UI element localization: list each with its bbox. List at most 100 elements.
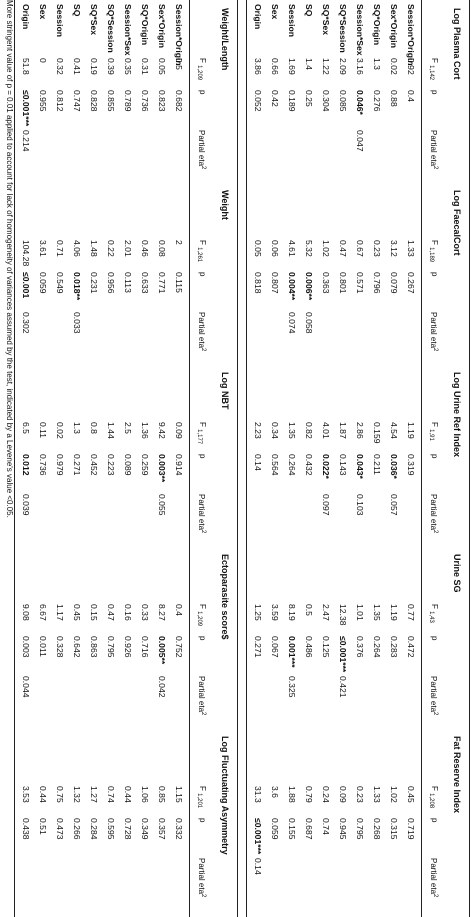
cell-partial-eta: 0.074 xyxy=(287,312,297,334)
col-header-p: p xyxy=(430,454,439,459)
col-header-partial-eta: Partial eta2 xyxy=(429,312,438,352)
df-subscript: 1,209 xyxy=(196,65,202,81)
cell-p: 0.376 xyxy=(355,636,365,658)
cell-p: 0.349 xyxy=(140,818,150,840)
cell-f: 0.71 xyxy=(55,240,65,257)
cell-f: 2.01 xyxy=(123,240,133,257)
cell-f: 0.92 xyxy=(406,58,416,75)
cell-p: ≤0.001*** xyxy=(338,636,348,673)
col-header-f: F 1,201 xyxy=(196,786,207,809)
cell-p: 0.863 xyxy=(89,636,99,658)
eta-superscript: 2 xyxy=(200,894,206,898)
row-label: Session*Sex xyxy=(355,4,365,56)
row-label: SQ xyxy=(72,4,82,17)
cell-f: 1.32 xyxy=(72,786,82,803)
cell-p: 0.043* xyxy=(355,454,365,479)
row-label: Origin xyxy=(21,4,31,30)
cell-p: 0.266 xyxy=(72,818,82,840)
cell-p: 0.012 xyxy=(21,454,31,476)
cell-f: 1.88 xyxy=(287,786,297,803)
col-header-partial-eta: Partial eta2 xyxy=(429,676,438,716)
table-rule xyxy=(421,0,422,917)
eta-superscript: 2 xyxy=(432,348,438,352)
cell-partial-eta: 0.055 xyxy=(157,494,167,516)
cell-f: 0.8 xyxy=(89,422,99,434)
cell-f: 0.47 xyxy=(338,240,348,257)
cell-f: 1.4 xyxy=(304,58,314,70)
table-footnote: More stringent value of p = 0.01 applied… xyxy=(5,0,14,518)
cell-p: 0.264 xyxy=(287,454,297,476)
col-header-p: p xyxy=(430,818,439,823)
cell-f: 1.33 xyxy=(372,786,382,803)
cell-f: 4.61 xyxy=(287,240,297,257)
cell-f: 9.42 xyxy=(157,422,167,439)
cell-f: 4.54 xyxy=(389,422,399,439)
cell-p: 0.486 xyxy=(304,636,314,658)
col-header-f: F 1,261 xyxy=(196,240,207,263)
df-subscript: 1,201 xyxy=(196,793,202,809)
cell-f: 0.34 xyxy=(270,422,280,439)
col-header-partial-eta: Partial eta2 xyxy=(429,858,438,898)
cell-p: 0.807 xyxy=(270,272,280,294)
cell-f: 0.39 xyxy=(106,58,116,75)
col-header-partial-eta: Partial eta2 xyxy=(197,130,206,170)
cell-p: 0.51 xyxy=(38,818,48,835)
col-header-partial-eta: Partial eta2 xyxy=(197,312,206,352)
df-subscript: 1,189 xyxy=(428,247,434,263)
cell-p: 0.113 xyxy=(123,272,133,293)
cell-p: 0.736 xyxy=(140,90,150,112)
col-header-p: p xyxy=(198,636,207,641)
cell-p: 0.747 xyxy=(72,90,82,112)
group-title: Fat Reserve Index xyxy=(452,736,462,814)
cell-f: 0.85 xyxy=(157,786,167,803)
cell-f: 0.74 xyxy=(106,786,116,803)
row-label: SQ*Sex xyxy=(321,4,331,36)
table-rule xyxy=(237,0,238,917)
cell-p: 0.818 xyxy=(253,272,263,294)
row-label: SQ*Sex xyxy=(89,4,99,36)
cell-p: 0.067 xyxy=(270,636,280,658)
cell-p: 0.006** xyxy=(304,272,314,301)
cell-f: 0.45 xyxy=(72,604,82,621)
table-rule xyxy=(14,0,15,917)
cell-p: 0.432 xyxy=(304,454,314,476)
eta-superscript: 2 xyxy=(200,530,206,534)
cell-p: 0.267 xyxy=(406,272,416,294)
cell-p: 0.687 xyxy=(304,818,314,840)
eta-superscript: 2 xyxy=(200,166,206,170)
cell-p: 0.564 xyxy=(270,454,280,476)
cell-p: 0.789 xyxy=(123,90,133,112)
cell-p: 0.268 xyxy=(372,818,382,840)
cell-p: 0.276 xyxy=(372,90,382,112)
cell-partial-eta: 0.097 xyxy=(321,494,331,516)
cell-f: 1.48 xyxy=(89,240,99,257)
cell-f: 0 xyxy=(38,58,48,63)
cell-p: 0.018** xyxy=(72,272,82,301)
cell-p: 0.283 xyxy=(389,636,399,658)
cell-p: 0.549 xyxy=(55,272,65,294)
cell-f: 3.6 xyxy=(270,786,280,798)
cell-p: 0.74 xyxy=(321,818,331,835)
cell-f: 0.09 xyxy=(338,786,348,803)
cell-f: 1.27 xyxy=(89,786,99,803)
cell-f: 1.02 xyxy=(321,240,331,257)
cell-partial-eta: 0.039 xyxy=(21,494,31,516)
row-label: SQ xyxy=(304,4,314,17)
cell-p: 0.642 xyxy=(72,636,82,658)
cell-p: 0.211 xyxy=(372,454,382,475)
cell-f: 1.3 xyxy=(372,58,382,70)
cell-p: 0.319 xyxy=(406,454,416,476)
cell-p: 0.003 xyxy=(21,636,31,658)
row-label: Session*Origin xyxy=(174,4,184,66)
df-subscript: 1,209 xyxy=(196,611,202,627)
cell-p: 0.004** xyxy=(287,272,297,301)
row-label: Sex xyxy=(38,4,48,20)
col-header-f: F 1,177 xyxy=(196,422,207,445)
cell-p: 0.011 xyxy=(38,636,48,657)
df-subscript: 1,142 xyxy=(428,65,434,81)
cell-f: 0.47 xyxy=(106,604,116,621)
cell-p: 0.796 xyxy=(372,272,382,294)
col-header-p: p xyxy=(430,90,439,95)
cell-f: 9.08 xyxy=(21,604,31,621)
cell-partial-eta: 0.325 xyxy=(287,676,297,698)
